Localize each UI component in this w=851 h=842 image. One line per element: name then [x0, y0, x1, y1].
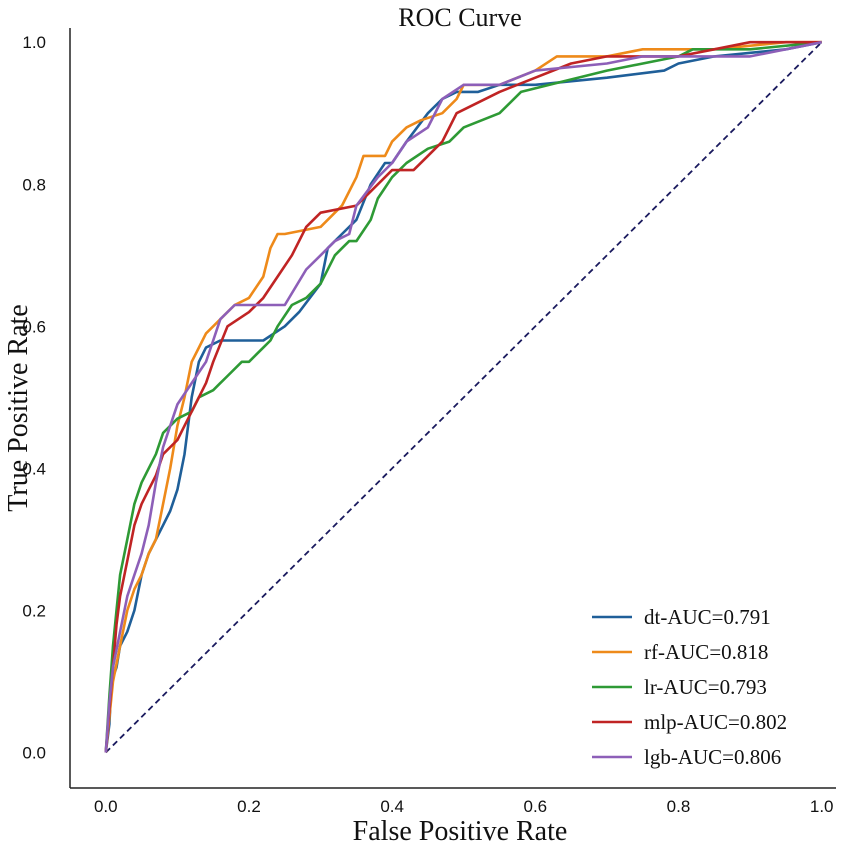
- y-tick-label: 0.6: [22, 317, 46, 336]
- legend-label: lgb-AUC=0.806: [644, 745, 781, 769]
- x-axis-label: False Positive Rate: [353, 816, 568, 842]
- y-tick-label: 0.2: [22, 601, 46, 620]
- legend: dt-AUC=0.791 rf-AUC=0.818 lr-AUC=0.793 mlp-…: [592, 605, 787, 769]
- chance-diagonal-line: [105, 41, 823, 754]
- y-tick-label: 0.0: [22, 743, 46, 762]
- y-ticks: 0.0 0.2 0.4 0.6 0.8 1.0: [22, 33, 46, 762]
- roc-curves: [104, 40, 822, 753]
- chart-title: ROC Curve: [398, 3, 522, 32]
- roc-curve-mlp: [104, 40, 822, 753]
- roc-curve-dt: [104, 40, 822, 753]
- roc-curve-lgb: [104, 40, 822, 753]
- x-tick-label: 1.0: [810, 797, 834, 816]
- y-tick-label: 0.4: [22, 459, 46, 478]
- axes: [69, 28, 836, 789]
- legend-label: lr-AUC=0.793: [644, 675, 767, 699]
- legend-label: dt-AUC=0.791: [644, 605, 771, 629]
- x-tick-label: 0.6: [524, 797, 548, 816]
- roc-curve-lr: [104, 40, 822, 753]
- y-tick-label: 0.8: [22, 175, 46, 194]
- x-tick-label: 0.2: [237, 797, 261, 816]
- y-tick-label: 1.0: [22, 33, 46, 52]
- legend-label: rf-AUC=0.818: [644, 640, 768, 664]
- y-axis-label: True Positive Rate: [3, 304, 34, 511]
- x-tick-label: 0.0: [94, 797, 118, 816]
- x-ticks: 0.0 0.2 0.4 0.6 0.8 1.0: [94, 797, 834, 816]
- x-tick-label: 0.8: [667, 797, 691, 816]
- x-tick-label: 0.4: [380, 797, 404, 816]
- legend-label: mlp-AUC=0.802: [644, 710, 787, 734]
